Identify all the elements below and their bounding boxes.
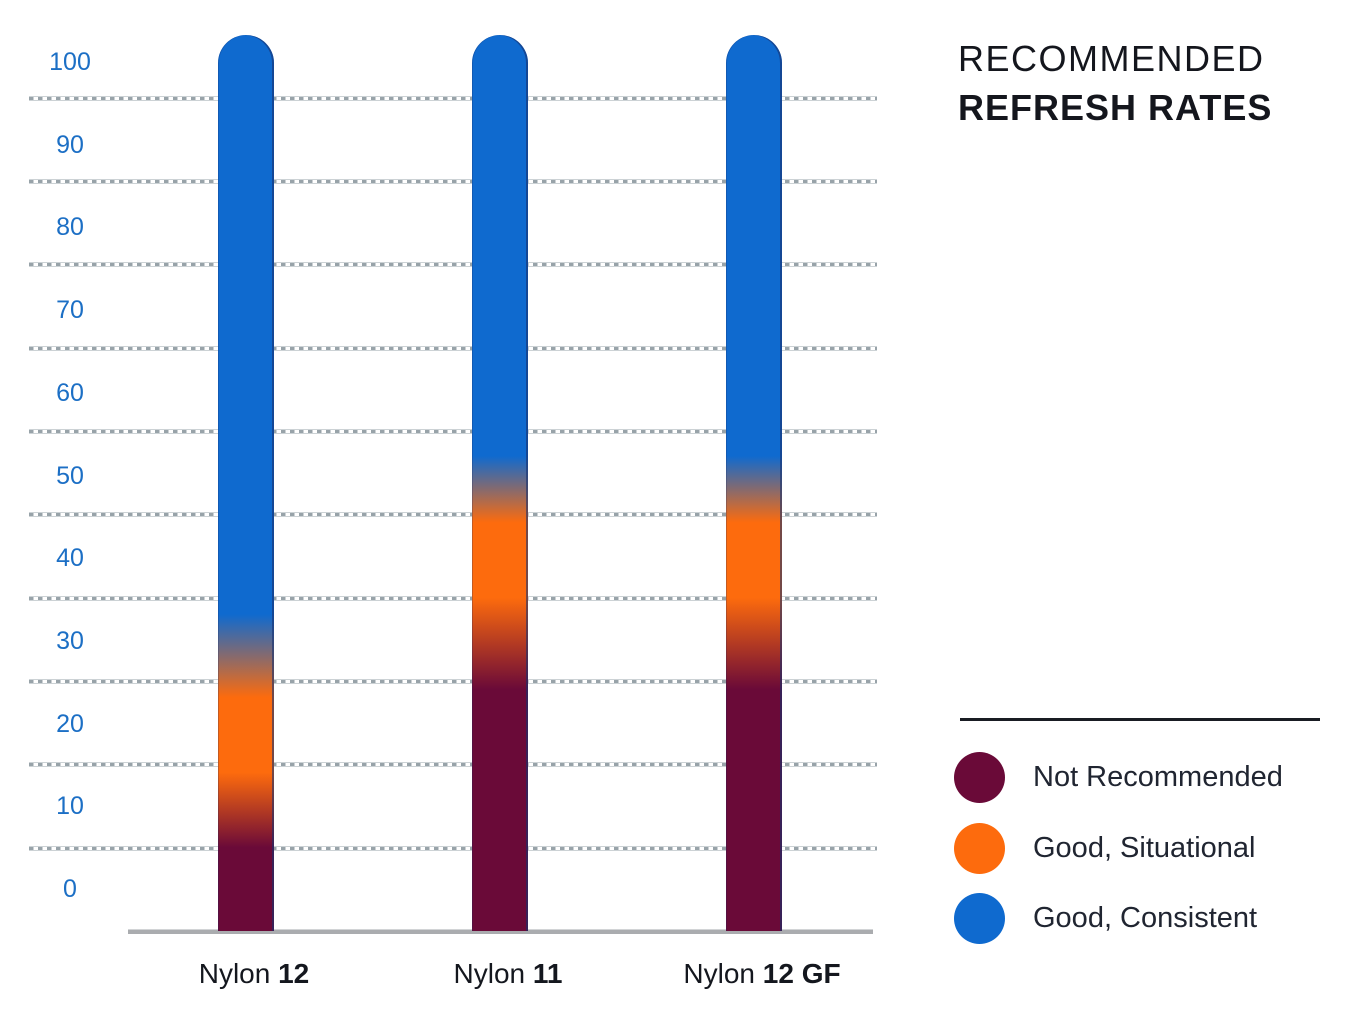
y-axis-tick-label: 10 [56,792,84,821]
y-axis-tick-label: 100 [49,48,91,76]
good-consistent-swatch-circle [954,892,1005,944]
y-axis-tick-label: 60 [56,378,84,407]
y-axis-tick-label: 30 [56,626,84,655]
bar-nylon-11 [472,35,528,931]
gridline [29,345,877,351]
gridline [29,95,877,101]
y-axis-tick-label: 20 [56,709,84,738]
gridline [29,178,877,184]
chart-title: RECOMMENDED REFRESH RATES [958,34,1272,132]
chart-title-line1: RECOMMENDED [958,38,1265,79]
gridline [29,512,877,518]
bar-nylon-12-gf [726,35,782,931]
gridline [29,428,877,434]
legend-item-good-consistent: Good, Consistent [954,892,1257,944]
y-axis-tick-label: 50 [56,461,84,490]
chart-title-line2: REFRESH RATES [958,87,1273,128]
x-label-prefix: Nylon [683,958,763,989]
legend-item-good-situational: Good, Situational [954,822,1255,874]
x-axis-label-nylon-12-gf: Nylon 12 GF [612,958,912,990]
legend-label: Good, Situational [1033,831,1256,864]
x-label-prefix: Nylon [453,958,533,989]
bar-nylon-12 [218,35,274,931]
legend-label: Not Recommended [1033,760,1283,793]
x-axis-label-nylon-12: Nylon 12 [104,958,404,990]
x-label-number: 12 [278,958,310,989]
legend-divider [960,718,1320,721]
y-axis-tick-label: 40 [56,544,84,573]
y-axis-tick-label: 70 [56,296,84,325]
gridline [29,679,877,684]
x-axis-label-nylon-11: Nylon 11 [358,958,658,990]
gridline [29,762,877,768]
y-axis-tick-label: 0 [63,875,77,903]
y-axis-tick-label: 80 [56,213,84,242]
not-recommended-swatch-circle [954,751,1005,803]
good-situational-swatch-circle [954,822,1005,874]
x-label-prefix: Nylon [198,958,279,989]
gridline [29,595,877,601]
y-axis-tick-label: 90 [56,130,84,159]
legend-item-not-recommended: Not Recommended [954,751,1283,803]
legend-label: Good, Consistent [1033,901,1258,934]
gridline [29,845,877,851]
x-label-number: 12 GF [762,958,841,989]
x-label-number: 11 [532,958,563,989]
gridline [29,262,877,268]
